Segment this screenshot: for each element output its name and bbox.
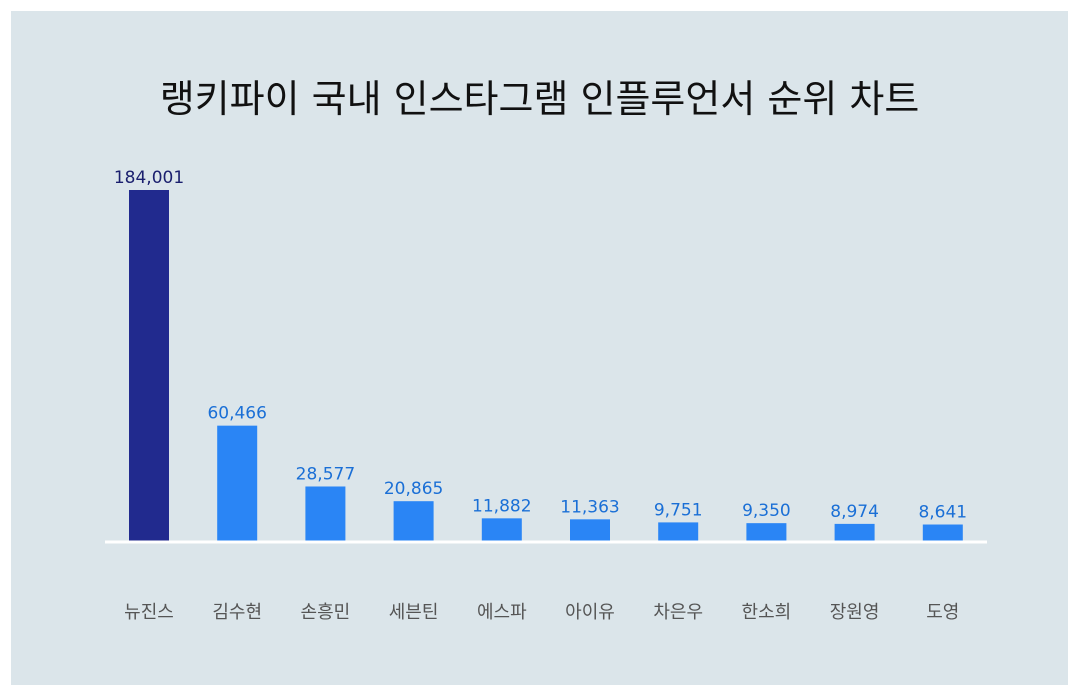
category-label: 손흥민 xyxy=(301,602,351,623)
category-label: 뉴진스 xyxy=(124,602,174,623)
labels-layer: 184,001 뉴진스 60,466 김수현 28,577 손흥민 20,865 세븐틴 11,… xyxy=(114,168,967,623)
data-label: 184,001 xyxy=(114,168,184,188)
data-label: 60,466 xyxy=(207,404,266,424)
bar xyxy=(393,501,434,541)
bar xyxy=(834,523,875,541)
bar xyxy=(305,486,346,541)
data-label: 9,751 xyxy=(654,500,703,520)
bars-layer xyxy=(129,190,963,541)
category-label: 한소희 xyxy=(742,602,792,623)
bar xyxy=(129,190,169,541)
data-label: 9,350 xyxy=(742,501,791,521)
category-label: 에스파 xyxy=(477,602,527,623)
chart-background xyxy=(11,11,1068,685)
bar xyxy=(922,524,963,541)
data-label: 28,577 xyxy=(296,464,355,484)
data-label: 11,363 xyxy=(560,497,619,517)
bar xyxy=(658,522,699,541)
category-label: 세븐틴 xyxy=(389,602,439,623)
bar xyxy=(570,519,610,541)
bar xyxy=(217,425,258,541)
bar xyxy=(481,518,522,541)
bar xyxy=(746,523,787,541)
category-label: 장원영 xyxy=(830,602,880,623)
category-label: 도영 xyxy=(926,602,959,623)
category-label: 아이유 xyxy=(565,602,615,623)
chart-title: 랭키파이 국내 인스타그램 인플루언서 순위 차트 xyxy=(159,77,920,121)
data-label: 11,882 xyxy=(472,496,531,516)
category-label: 김수현 xyxy=(212,602,262,623)
data-label: 8,974 xyxy=(830,502,879,522)
data-label: 8,641 xyxy=(918,503,967,523)
category-label: 차은우 xyxy=(653,602,703,623)
data-label: 20,865 xyxy=(384,479,443,499)
